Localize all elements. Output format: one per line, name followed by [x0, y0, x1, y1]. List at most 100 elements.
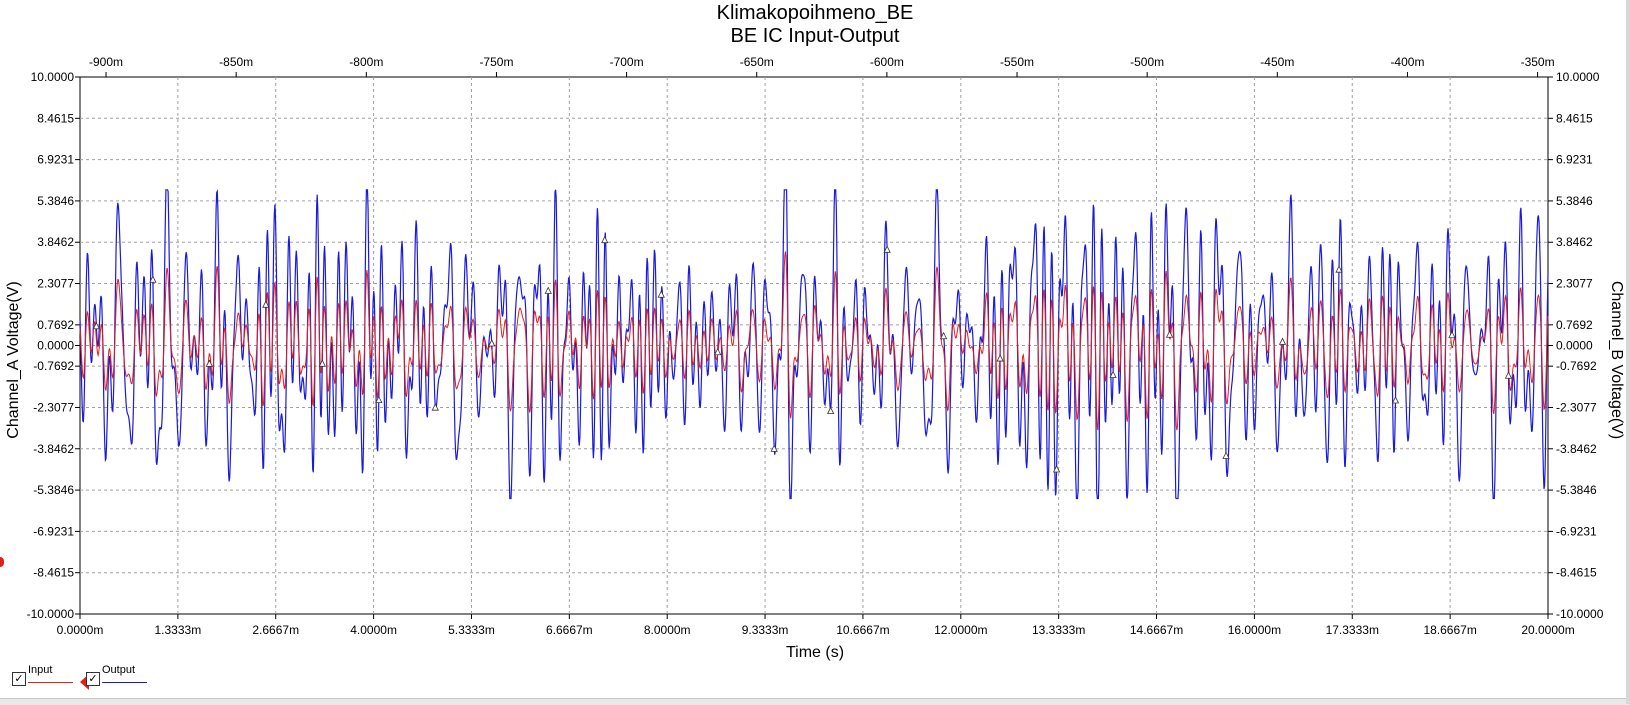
top-tick-label: -650m: [740, 55, 774, 69]
left-edge-marker[interactable]: [0, 557, 4, 567]
top-tick-label: -700m: [610, 55, 644, 69]
y-tick-label-left: 8.4615: [37, 111, 74, 125]
top-tick-label: -500m: [1130, 55, 1164, 69]
legend-input-swatch: [28, 682, 73, 683]
y-tick-label-left: 6.9231: [37, 153, 74, 167]
output-marker: [883, 245, 891, 253]
x-tick-label: 6.6667m: [546, 623, 593, 637]
output-marker: [149, 275, 157, 283]
top-tick-label: -850m: [219, 55, 253, 69]
series-input-line: [79, 251, 1549, 431]
top-tick-label: -400m: [1390, 55, 1424, 69]
top-tick-label: -600m: [870, 55, 904, 69]
top-tick-label: -450m: [1260, 55, 1294, 69]
output-marker: [1504, 371, 1513, 379]
x-tick-label: 14.6667m: [1130, 623, 1183, 637]
x-tick-label: 10.6667m: [836, 623, 889, 637]
y-tick-label-right: 0.0000: [1556, 339, 1593, 353]
series-output-line: [79, 189, 1549, 500]
legend-output-swatch: [102, 682, 147, 683]
y-tick-label-right: 5.3846: [1556, 194, 1593, 208]
output-marker: [1278, 337, 1287, 345]
cursor-marker[interactable]: [80, 674, 89, 690]
output-marker: [996, 354, 1004, 362]
output-marker: [1165, 330, 1174, 338]
top-tick-label: -550m: [1000, 55, 1034, 69]
output-checkbox[interactable]: ✓: [86, 672, 100, 686]
status-bar: [0, 698, 1630, 705]
output-marker: [375, 395, 383, 404]
y-tick-label-right: -8.4615: [1556, 566, 1597, 580]
output-marker: [1222, 451, 1230, 459]
x-tick-label: 9.3333m: [742, 623, 789, 637]
y-tick-label-left: 5.3846: [37, 194, 74, 208]
output-marker: [827, 406, 835, 414]
output-marker: [939, 331, 948, 340]
y-tick-label-right: -5.3846: [1556, 483, 1597, 497]
y-tick-label-right: -6.9231: [1556, 524, 1597, 538]
y-tick-label-left: 0.0000: [37, 339, 74, 353]
output-marker: [205, 359, 213, 367]
y-tick-label-right: -3.8462: [1556, 442, 1597, 456]
y-tick-label-left: -0.7692: [33, 359, 74, 373]
output-marker: [318, 359, 326, 367]
top-tick-label: -800m: [349, 55, 383, 69]
y-tick-label-right: 8.4615: [1556, 111, 1593, 125]
y-tick-label-left: -2.3077: [33, 400, 74, 414]
output-marker: [1391, 396, 1400, 404]
output-marker: [92, 321, 101, 330]
x-tick-label: 1.3333m: [155, 623, 202, 637]
y-tick-label-left: -10.0000: [27, 607, 75, 621]
output-marker: [488, 339, 496, 347]
output-marker: [1448, 330, 1456, 339]
output-marker: [431, 403, 439, 411]
top-tick-label: -750m: [479, 55, 513, 69]
y-tick-label-left: 0.7692: [37, 318, 74, 332]
x-tick-label: 5.3333m: [448, 623, 495, 637]
legend-output-label: Output: [102, 664, 136, 676]
legend-input[interactable]: ✓ Input: [12, 664, 73, 686]
right-scroll-edge: [1626, 0, 1630, 704]
output-marker: [1109, 370, 1117, 379]
output-marker: [714, 347, 722, 356]
chart-subtitle: BE IC Input-Output: [730, 25, 900, 47]
x-tick-label: 4.0000m: [350, 623, 397, 637]
y-tick-label-right: 2.3077: [1556, 277, 1593, 291]
y-tick-label-right: -2.3077: [1556, 400, 1597, 414]
y-tick-label-right: -10.0000: [1556, 607, 1604, 621]
y-tick-label-right: 6.9231: [1556, 153, 1593, 167]
top-tick-label: -900m: [89, 55, 123, 69]
x-tick-label: 12.0000m: [934, 623, 987, 637]
y-tick-label-right: 10.0000: [1556, 70, 1600, 84]
x-tick-label: 17.3333m: [1326, 623, 1379, 637]
x-tick-label: 16.0000m: [1228, 623, 1281, 637]
y-tick-label-left: -6.9231: [33, 524, 74, 538]
y-axis-label-left: Channel_A Voltage(V): [5, 281, 22, 439]
chart-title: Klimakopoihmeno_BE: [716, 2, 914, 24]
output-marker: [544, 286, 552, 294]
x-tick-label: 2.6667m: [252, 623, 299, 637]
y-tick-label-left: -3.8462: [33, 442, 74, 456]
y-tick-label-left: -5.3846: [33, 483, 74, 497]
legend-input-label: Input: [28, 664, 53, 676]
output-marker: [601, 235, 609, 244]
output-marker: [770, 444, 778, 452]
output-marker: [657, 290, 665, 298]
legend-output[interactable]: ✓ Output: [86, 664, 147, 686]
x-axis-label: Time (s): [785, 644, 845, 661]
input-checkbox[interactable]: ✓: [12, 672, 26, 686]
x-tick-label: 8.0000m: [644, 623, 691, 637]
y-tick-label-right: 0.7692: [1556, 318, 1593, 332]
y-axis-label-right: Channel_B Voltage(V): [1608, 280, 1625, 440]
x-tick-label: 20.0000m: [1521, 623, 1574, 637]
output-marker: [1335, 265, 1343, 273]
x-tick-label: 18.6667m: [1423, 623, 1476, 637]
y-tick-label-left: 3.8462: [37, 235, 74, 249]
x-tick-label: 0.0000m: [57, 623, 104, 637]
y-tick-label-right: -0.7692: [1556, 359, 1597, 373]
y-tick-label-left: -8.4615: [33, 566, 74, 580]
y-tick-label-left: 2.3077: [37, 277, 74, 291]
y-tick-label-left: 10.0000: [31, 70, 75, 84]
output-marker: [262, 300, 270, 308]
